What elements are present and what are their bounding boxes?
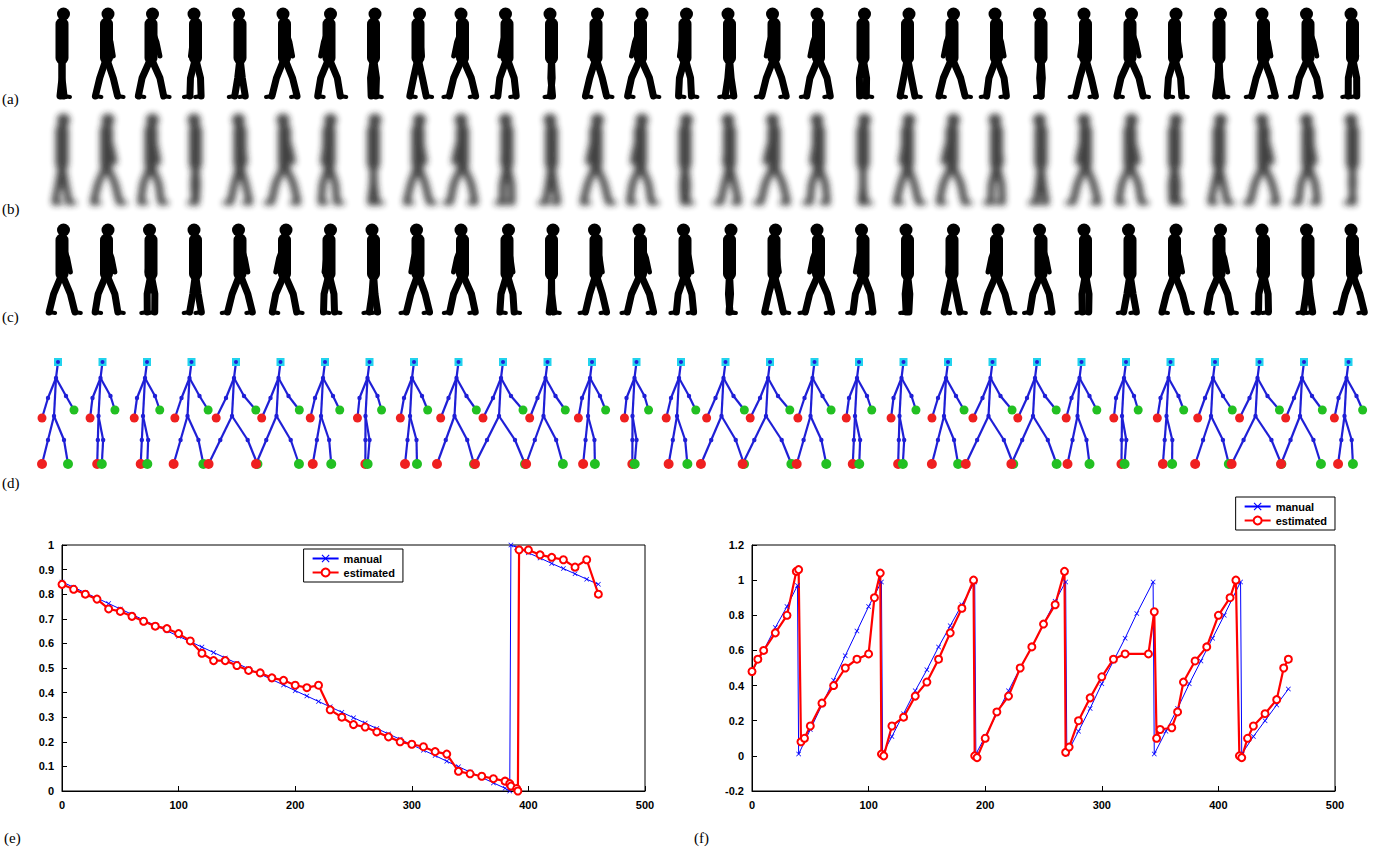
svg-text:(e): (e) [4,830,21,847]
svg-text:1: 1 [738,574,744,586]
svg-text:500: 500 [636,799,654,811]
svg-text:0.5: 0.5 [39,662,54,674]
svg-text:400: 400 [519,799,537,811]
svg-text:1.2: 1.2 [729,539,744,551]
svg-text:100: 100 [859,799,877,811]
svg-text:1: 1 [48,539,54,551]
svg-text:0.8: 0.8 [39,588,54,600]
svg-text:0.2: 0.2 [729,715,744,727]
svg-text:200: 200 [976,799,994,811]
svg-text:(b): (b) [2,201,20,218]
svg-text:0.7: 0.7 [39,613,54,625]
svg-text:0.9: 0.9 [39,564,54,576]
svg-text:0.8: 0.8 [729,609,744,621]
svg-text:0.4: 0.4 [729,680,745,692]
svg-text:300: 300 [1093,799,1111,811]
svg-text:estimated: estimated [344,567,395,579]
svg-text:0.6: 0.6 [39,637,54,649]
svg-text:0.3: 0.3 [39,711,54,723]
svg-text:estimated: estimated [1276,515,1327,527]
svg-text:300: 300 [403,799,421,811]
svg-text:0: 0 [749,799,755,811]
svg-text:0: 0 [59,799,65,811]
svg-text:0: 0 [738,750,744,762]
svg-text:(f): (f) [694,830,709,847]
svg-text:(c): (c) [2,309,19,326]
svg-text:(d): (d) [2,475,20,492]
svg-text:(a): (a) [2,91,19,108]
svg-text:manual: manual [344,553,383,565]
svg-text:manual: manual [1276,501,1315,513]
svg-text:0.4: 0.4 [39,687,55,699]
svg-text:0.6: 0.6 [729,644,744,656]
svg-text:500: 500 [1326,799,1344,811]
svg-text:400: 400 [1209,799,1227,811]
svg-text:0.1: 0.1 [39,760,54,772]
svg-text:200: 200 [286,799,304,811]
svg-text:100: 100 [169,799,187,811]
svg-text:0.2: 0.2 [39,736,54,748]
svg-text:-0.2: -0.2 [725,785,744,797]
svg-text:0: 0 [48,785,54,797]
